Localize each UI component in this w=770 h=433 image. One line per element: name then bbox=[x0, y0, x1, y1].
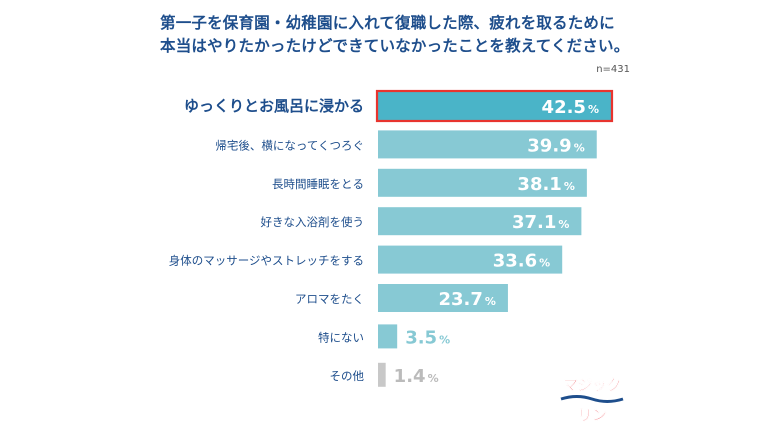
value-label: 3.5% bbox=[405, 327, 450, 348]
value-label: 42.5% bbox=[542, 97, 599, 118]
value-label: 1.4% bbox=[394, 366, 439, 387]
category-label: アロマをたく bbox=[295, 292, 364, 306]
value-label: 23.7% bbox=[438, 289, 495, 310]
category-label: 帰宅後、横になってくつろぐ bbox=[215, 138, 364, 152]
value-label: 39.9% bbox=[527, 135, 584, 156]
bar bbox=[378, 362, 386, 387]
category-label: その他 bbox=[330, 369, 365, 383]
chart-title: 第一子を保育園・幼稚園に入れて復職した際、疲れを取るために 本当はやりたかったけ… bbox=[160, 12, 640, 58]
bar bbox=[378, 284, 508, 312]
value-label: 33.6% bbox=[493, 251, 550, 272]
bar bbox=[378, 207, 582, 236]
title-line-1: 第一子を保育園・幼稚園に入れて復職した際、疲れを取るために bbox=[160, 14, 615, 32]
category-label: 身体のマッサージやストレッチをする bbox=[169, 254, 364, 268]
bar bbox=[378, 324, 398, 349]
title-line-2: 本当はやりたかったけどできていなかったことを教えてください。 bbox=[160, 37, 630, 55]
value-label: 38.1% bbox=[517, 174, 574, 195]
highlight-frame bbox=[375, 89, 614, 123]
category-label: 特にない bbox=[318, 330, 364, 344]
bar bbox=[378, 168, 587, 197]
magiclean-logo: マジックリン bbox=[557, 370, 627, 425]
bar bbox=[378, 245, 563, 274]
bar bbox=[378, 92, 611, 120]
logo-wave-icon bbox=[560, 395, 624, 403]
sample-size: n=431 bbox=[596, 64, 630, 75]
logo-text: マジックリン bbox=[562, 376, 622, 425]
category-label: ゆっくりとお風呂に浸かる bbox=[184, 97, 364, 115]
category-label: 長時間睡眠をとる bbox=[272, 177, 364, 191]
category-label: 好きな入浴剤を使う bbox=[261, 215, 365, 229]
value-label: 37.1% bbox=[512, 212, 569, 233]
bar bbox=[378, 130, 597, 159]
